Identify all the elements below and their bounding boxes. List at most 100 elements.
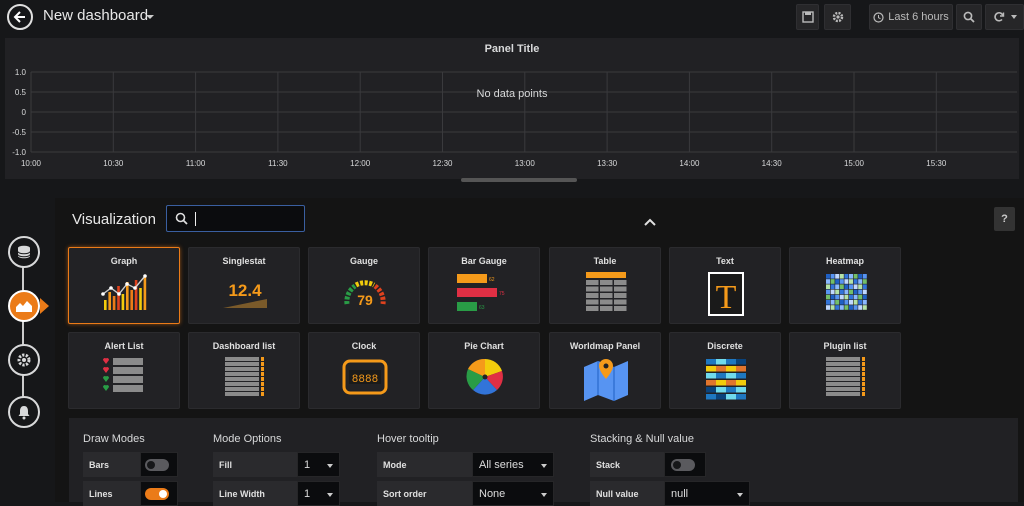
svg-text:12.4: 12.4 [228,281,262,300]
viz-card-worldmap-panel[interactable]: Worldmap Panel [549,332,661,409]
pie-chart-icon [466,358,503,395]
lines-toggle-box[interactable] [140,481,178,506]
general-step-gear-icon[interactable] [8,344,40,376]
bars-toggle-box[interactable] [140,452,178,477]
viz-card-pie-chart[interactable]: Pie Chart [428,332,540,409]
dashboard-list-icon [225,357,264,396]
x-tick-label: 14:30 [762,159,783,168]
tooltip-mode-value: All series [479,458,524,471]
chevron-down-icon [327,464,333,468]
chevron-down-icon [541,464,547,468]
viz-card-label: Worldmap Panel [569,341,641,351]
viz-card-label: Pie Chart [464,341,504,351]
x-tick-label: 12:00 [350,159,371,168]
y-tick-label: -0.5 [12,128,26,137]
viz-card-dashboard-list[interactable]: Dashboard list [188,332,300,409]
x-tick-label: 14:00 [679,159,700,168]
tooltip-mode-label: Mode [377,452,472,477]
line-width-value: 1 [304,487,311,500]
viz-card-label: Gauge [349,256,378,266]
viz-card-heatmap[interactable]: Heatmap [789,247,901,324]
plugin-list-icon [826,357,865,396]
back-arrow-icon[interactable] [7,4,33,30]
lines-toggle[interactable] [145,488,169,500]
viz-card-label: Singlestat [222,256,266,266]
settings-button[interactable] [824,4,851,30]
text-icon: T [708,272,744,316]
mode-options-title: Mode Options [213,433,282,445]
bar-gauge-icon: 62 75 63 [457,274,505,311]
x-tick-label: 15:00 [844,159,865,168]
viz-card-clock[interactable]: Clock 8888 [308,332,420,409]
chevron-up-icon[interactable] [644,213,656,229]
sort-order-label: Sort order [377,481,472,506]
viz-card-label: Graph [110,256,138,266]
top-navbar: New dashboard Last 6 hours [0,0,1024,36]
viz-card-text[interactable]: Text T [669,247,781,324]
viz-card-alert-list[interactable]: Alert List [68,332,180,409]
x-tick-label: 10:00 [21,159,42,168]
help-button[interactable]: ? [994,207,1015,231]
time-range-label: Last 6 hours [888,11,949,23]
tooltip-mode-select[interactable]: All series [472,452,554,477]
viz-card-label: Text [716,256,734,266]
viz-card-discrete[interactable]: Discrete [669,332,781,409]
refresh-icon [993,12,1004,22]
viz-card-label: Dashboard list [212,341,276,351]
singlestat-icon: 12.4 [223,281,267,308]
y-tick-label: 0.5 [15,88,27,97]
gear-icon [832,11,843,23]
no-data-message: No data points [476,88,548,100]
viz-card-bar-gauge[interactable]: Bar Gauge 62 75 63 [428,247,540,324]
chevron-down-icon [737,493,743,497]
viz-card-gauge[interactable]: Gauge 79 [308,247,420,324]
viz-card-label: Heatmap [825,256,864,266]
null-value-select[interactable]: null [664,481,750,506]
viz-card-label: Discrete [707,341,743,351]
search-icon [963,11,975,23]
viz-card-plugin-list[interactable]: Plugin list [789,332,901,409]
svg-text:62: 62 [489,277,495,283]
svg-text:79: 79 [357,292,373,308]
x-tick-label: 13:00 [515,159,536,168]
alert-step-bell-icon[interactable] [8,396,40,428]
chevron-down-icon [327,493,333,497]
time-picker-button[interactable]: Last 6 hours [869,4,953,30]
text-cursor [195,212,196,226]
heatmap-icon [826,274,867,310]
viz-card-singlestat[interactable]: Singlestat 12.4 [188,247,300,324]
visualization-search[interactable] [166,205,305,232]
visualization-step-area-chart-icon[interactable] [8,290,40,322]
x-tick-label: 13:30 [597,159,618,168]
stack-toggle-box[interactable] [664,452,706,477]
lines-label: Lines [83,481,140,506]
bars-toggle[interactable] [145,459,169,471]
viz-card-label: Plugin list [823,341,867,351]
dashboard-title[interactable]: New dashboard [43,7,149,24]
fill-select[interactable]: 1 [297,452,340,477]
active-step-pointer [40,298,49,314]
null-value: null [671,487,689,500]
visualization-label: Visualization [72,211,156,228]
line-width-select[interactable]: 1 [297,481,340,506]
x-tick-label: 12:30 [432,159,453,168]
panel-resize-handle[interactable] [461,178,577,182]
fill-value: 1 [304,458,311,471]
x-tick-label: 10:30 [103,159,124,168]
viz-card-graph[interactable]: Graph [68,247,180,324]
save-button[interactable] [796,4,819,30]
chevron-down-icon[interactable] [146,15,154,19]
sort-order-select[interactable]: None [472,481,554,506]
search-input[interactable] [194,210,294,228]
panel-title[interactable]: Panel Title [484,43,540,55]
viz-card-table[interactable]: Table [549,247,661,324]
queries-step-database-icon[interactable] [8,236,40,268]
null-value-label: Null value [590,481,664,506]
y-tick-label: 1.0 [15,68,27,77]
zoom-out-button[interactable] [956,4,982,30]
draw-modes-title: Draw Modes [83,433,145,445]
y-tick-label: -1.0 [12,148,26,157]
sort-order-value: None [479,487,506,500]
x-tick-label: 15:30 [926,159,947,168]
stack-toggle[interactable] [671,459,695,471]
